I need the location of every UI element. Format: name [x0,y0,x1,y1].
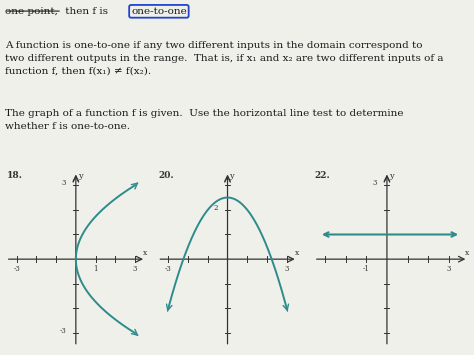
Text: 1: 1 [93,266,98,273]
Text: x: x [295,250,299,257]
Text: 2: 2 [213,204,218,212]
Text: 3: 3 [447,266,451,273]
Text: A function is one-to-one if any two different inputs in the domain correspond to: A function is one-to-one if any two diff… [5,41,443,76]
Text: -3: -3 [13,266,20,273]
Text: 3: 3 [62,179,66,187]
Text: -3: -3 [165,266,172,273]
Text: x: x [143,250,147,257]
Text: -1: -1 [363,266,370,273]
Text: then f is: then f is [62,7,111,16]
Text: 3: 3 [372,179,377,187]
Text: 20.: 20. [158,171,174,180]
Text: one point,: one point, [5,7,57,16]
Text: -3: -3 [59,327,66,335]
Text: y: y [229,172,234,180]
Text: 18.: 18. [7,171,23,180]
Text: y: y [78,172,82,180]
Text: x: x [465,250,469,257]
Text: 3: 3 [133,266,137,273]
Text: 3: 3 [284,266,289,273]
Text: 22.: 22. [315,171,331,180]
Text: one-to-one: one-to-one [131,7,187,16]
Text: The graph of a function f is given.  Use the horizontal line test to determine
w: The graph of a function f is given. Use … [5,109,403,131]
Text: y: y [389,172,394,180]
